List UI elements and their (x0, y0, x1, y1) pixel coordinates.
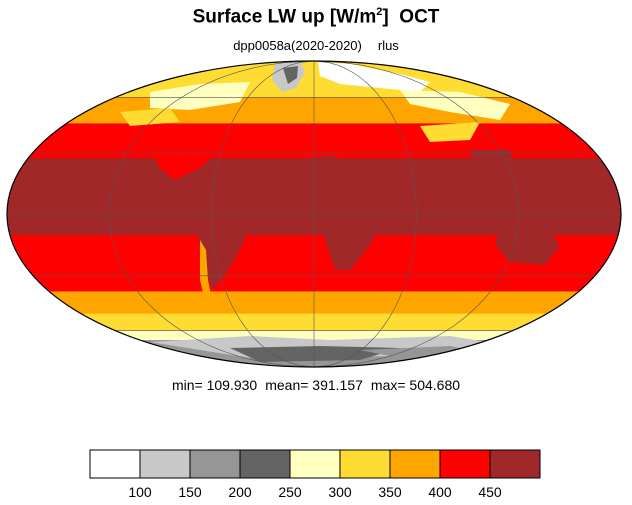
stat-mean: mean= 391.157 (265, 377, 363, 393)
plot-title: Surface LW up [W/m2] OCT (0, 6, 632, 28)
central-america (175, 176, 210, 200)
colorbar-tick-label: 400 (428, 484, 452, 500)
africa-north (285, 156, 380, 200)
india (430, 164, 455, 196)
meridian--120 (108, 61, 315, 367)
colorbar-box-8 (489, 449, 541, 479)
south-america-andes (200, 240, 212, 305)
colorbar-box-6 (389, 449, 441, 479)
colorbar-tick-label: 250 (278, 484, 302, 500)
meridian-120 (313, 61, 520, 367)
colorbar-box-5 (339, 449, 391, 479)
mountain-cold (120, 108, 180, 126)
colorbar-tick-label: 100 (128, 484, 152, 500)
title-month: OCT (399, 6, 440, 28)
antarctic-inner (360, 346, 480, 362)
map-body (7, 61, 621, 367)
title-superscript: 2 (376, 6, 383, 18)
variable-label: rlus (377, 38, 399, 53)
colorbar-box-0 (89, 449, 141, 479)
colorbar-box-2 (189, 449, 241, 479)
antarctic-plateau (230, 346, 400, 362)
colorbar-tick-label: 350 (378, 484, 402, 500)
colorbar (89, 449, 541, 479)
colorbar-box-3 (239, 449, 291, 479)
stat-max: max= 504.680 (370, 377, 461, 393)
title-close-bracket: ] (382, 6, 389, 28)
title-text: Surface LW up [W/m (192, 6, 377, 28)
arabia (380, 168, 410, 190)
asia-plateau (420, 122, 480, 142)
south-america (198, 205, 250, 290)
plot-subtitle: dpp0058a(2020-2020) rlus (0, 38, 632, 53)
colorbar-tick-label: 300 (328, 484, 352, 500)
colorbar-box-4 (289, 449, 341, 479)
colorbar-tick-label: 450 (478, 484, 502, 500)
statistics-line: min= 109.930 mean= 391.157 max= 504.680 (0, 377, 632, 393)
south-east-asia (470, 150, 520, 210)
meridian--60 (211, 61, 315, 367)
north-america-cold (150, 82, 250, 110)
antarctic-region (150, 336, 500, 362)
land-masses (130, 124, 560, 305)
globe-outline (6, 60, 622, 368)
meridian-60 (313, 61, 417, 367)
experiment-label: dpp0058a(2020-2020) (233, 38, 362, 53)
colorbar-tick-label: 150 (178, 484, 202, 500)
arctic-ice (318, 62, 430, 92)
colorbar-box-1 (139, 449, 191, 479)
stat-min: min= 109.930 (171, 377, 258, 393)
africa-south (320, 200, 385, 270)
colorbar-box-7 (439, 449, 491, 479)
colorbar-tick-label: 200 (228, 484, 252, 500)
greenland-core (283, 66, 298, 84)
